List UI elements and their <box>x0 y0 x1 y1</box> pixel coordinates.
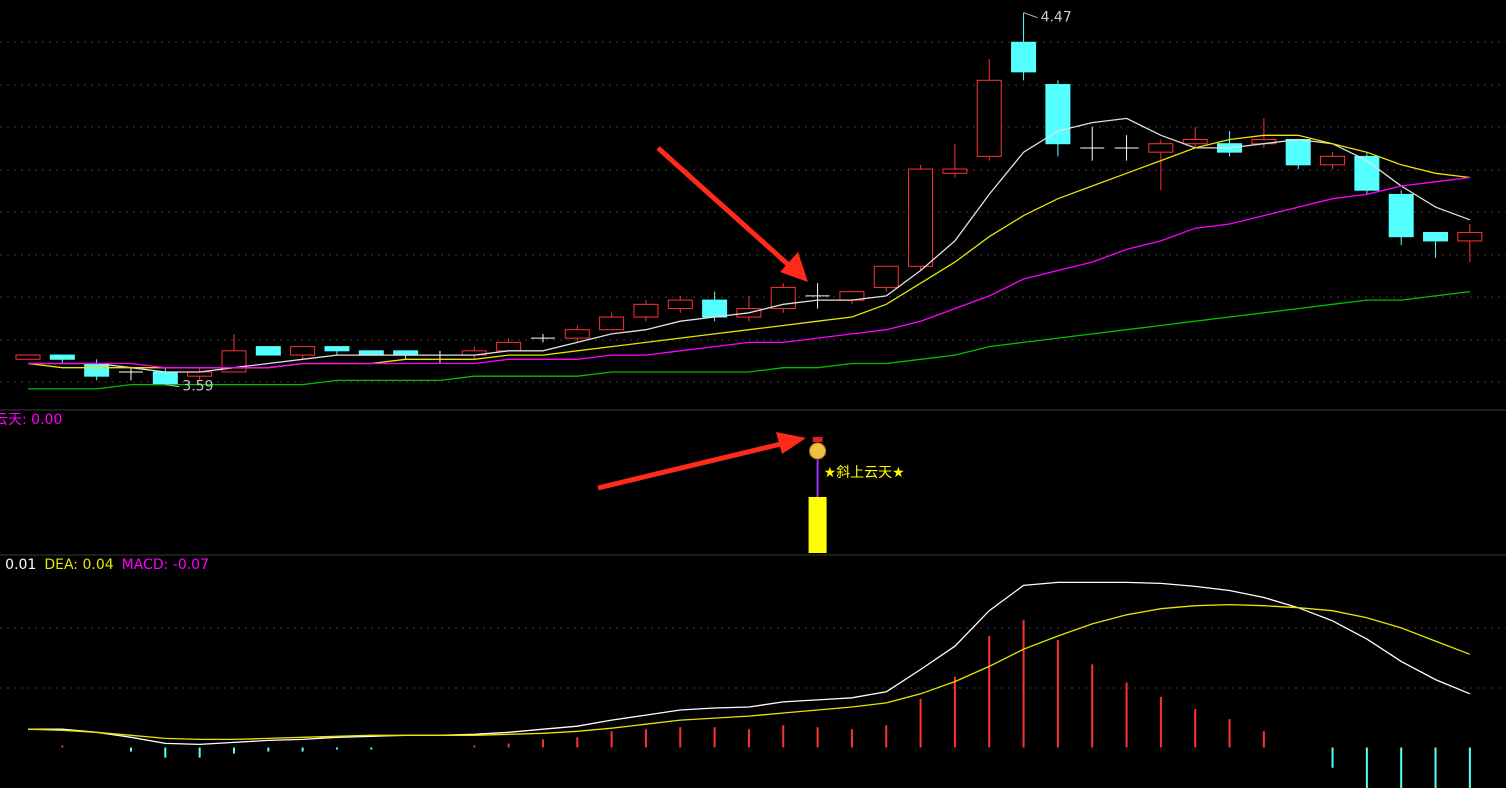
candle-body <box>1285 138 1311 166</box>
candle-body <box>84 363 110 377</box>
legend-entry: MACD: -0.07 <box>122 557 209 573</box>
candle-body <box>255 346 281 356</box>
candle-body <box>49 354 75 360</box>
candle-body <box>1320 155 1346 166</box>
icon-top <box>812 437 823 442</box>
high-label: 4.47 <box>1041 10 1072 26</box>
candle-body <box>564 329 590 339</box>
candle-body <box>1354 155 1380 191</box>
arrow-shaft <box>656 146 794 270</box>
arrow-head <box>776 432 806 454</box>
candle-body <box>942 168 968 174</box>
candle-body <box>1011 41 1037 73</box>
candle-body <box>358 350 384 356</box>
candle-body <box>1388 193 1414 238</box>
legend-entry: DEA: 0.04 <box>44 557 113 573</box>
candle-body <box>290 346 316 356</box>
candle-body <box>976 79 1002 157</box>
line-series <box>28 176 1470 369</box>
candle-body <box>599 316 625 331</box>
line-series <box>28 117 1471 373</box>
plot-layer: 4.47 3.59 云天: 0.00 ★斜上云天★ : 0.01 DEA: 0.04 MAC… <box>0 10 1506 788</box>
candle-body <box>770 286 796 310</box>
candle-body <box>1148 143 1174 153</box>
line-series <box>28 581 1471 746</box>
candle-body <box>1182 138 1208 145</box>
candle-body <box>908 168 934 267</box>
indicator-title: 云天: 0.00 <box>0 412 62 428</box>
signal-bar <box>808 497 827 553</box>
candle-body <box>633 303 659 318</box>
candle-body <box>1423 231 1449 242</box>
candle-body <box>1457 231 1483 242</box>
arrow-head <box>780 252 808 282</box>
leader-line <box>165 384 180 388</box>
candle-body <box>873 265 899 288</box>
line-series <box>27 603 1471 741</box>
money-icon <box>809 442 827 460</box>
candle-body <box>15 354 41 360</box>
low-label: 3.59 <box>182 379 213 395</box>
legend-entry: : 0.01 <box>0 557 36 573</box>
candle-body <box>667 299 693 310</box>
arrow-shaft <box>597 440 786 491</box>
signal-label: ★斜上云天★ <box>824 465 905 481</box>
candle-body <box>1045 84 1071 145</box>
leader-line <box>1023 12 1038 19</box>
candle-body <box>702 299 728 318</box>
candle-body <box>324 346 350 352</box>
annotation-arrow <box>597 146 808 491</box>
candle-body <box>496 341 522 352</box>
line-series <box>28 290 1470 390</box>
candle-body <box>393 350 419 356</box>
candle-body <box>152 371 178 386</box>
